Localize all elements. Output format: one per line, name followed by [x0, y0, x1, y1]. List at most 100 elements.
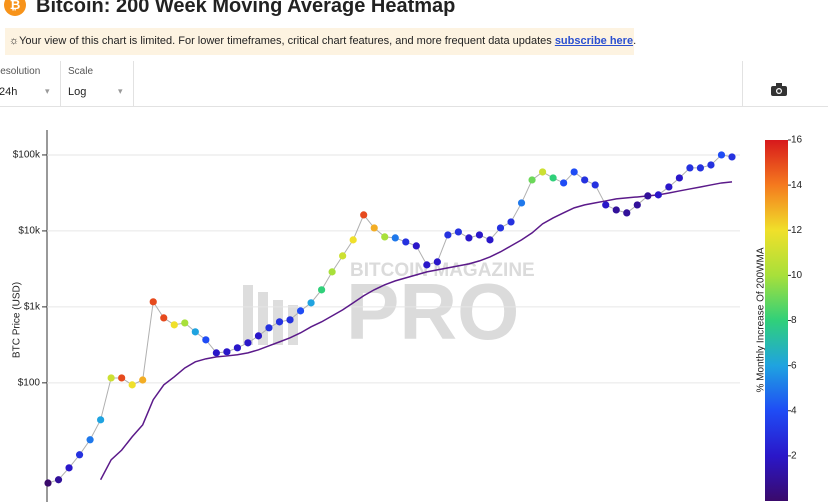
price-point: [360, 211, 368, 219]
price-point: [402, 238, 410, 246]
colorbar-title: % Monthly Increase Of 200WMA: [756, 247, 767, 392]
watermark-top: BITCOIN MAGAZINE: [350, 260, 535, 281]
price-point: [339, 252, 347, 260]
price-point: [97, 416, 105, 424]
price-point: [107, 374, 115, 382]
price-point: [549, 174, 557, 182]
scale-control[interactable]: Scale Log ▾: [61, 61, 134, 106]
price-point: [486, 236, 494, 244]
price-point: [412, 242, 420, 250]
colorbar-tick-label: 8: [791, 315, 797, 326]
price-point: [560, 179, 568, 187]
price-point: [475, 231, 484, 239]
price-point: [517, 199, 526, 207]
y-tick-label: $1k: [24, 302, 41, 313]
price-point: [75, 451, 84, 459]
colorbar-tick-label: 10: [791, 270, 803, 281]
price-point: [212, 349, 220, 357]
colorbar: [765, 140, 788, 501]
y-axis-title: BTC Price (USD): [12, 282, 23, 358]
price-point: [149, 298, 157, 306]
price-point: [170, 321, 178, 329]
colorbar-tick-label: 4: [791, 405, 797, 416]
price-point: [223, 348, 231, 356]
page-title: Bitcoin: 200 Week Moving Average Heatmap: [36, 0, 456, 17]
bitcoin-icon: ₿: [4, 0, 26, 16]
price-point: [44, 479, 52, 487]
price-point: [391, 234, 399, 242]
wma-line: [99, 181, 733, 481]
watermark: BITCOIN MAGAZINE PRO: [243, 260, 535, 356]
price-point: [686, 164, 694, 172]
notice-banner: ☼Your view of this chart is limited. For…: [5, 28, 637, 55]
price-point: [507, 218, 515, 226]
price-point: [381, 233, 389, 241]
colorbar-tick-label: 2: [791, 451, 797, 462]
price-point: [602, 201, 610, 209]
colorbar-tick-label: 16: [791, 135, 803, 146]
price-point: [538, 168, 547, 176]
price-point: [118, 374, 126, 382]
price-point: [275, 318, 284, 326]
colorbar-tick-label: 14: [791, 180, 803, 191]
price-point: [581, 176, 589, 184]
price-point: [349, 236, 357, 244]
price-point: [181, 319, 189, 327]
price-point: [433, 258, 441, 266]
price-point: [296, 307, 305, 315]
notice-text: ☼Your view of this chart is limited. For…: [9, 35, 552, 47]
watermark-bottom: PRO: [346, 267, 519, 356]
y-tick-label: $100k: [13, 150, 41, 161]
price-point: [160, 314, 168, 322]
y-tick-label: $10k: [18, 226, 41, 237]
price-point: [654, 191, 662, 199]
price-point: [191, 328, 199, 336]
price-point: [128, 381, 136, 389]
colorbar-tick-label: 12: [791, 225, 803, 236]
price-point: [623, 209, 631, 217]
control-value: 24h: [0, 86, 18, 98]
price-point: [318, 286, 326, 294]
price-point: [633, 201, 641, 209]
control-value: Log: [68, 86, 87, 98]
price-point: [307, 299, 315, 307]
price-point: [86, 436, 94, 444]
price-point: [233, 344, 242, 352]
price-point: [644, 192, 652, 200]
price-point: [570, 168, 578, 176]
colorbar-tick-label: 6: [791, 360, 797, 371]
price-point: [465, 234, 473, 242]
price-point: [675, 174, 683, 182]
price-point: [423, 261, 431, 269]
price-point: [265, 324, 273, 332]
price-point: [591, 181, 599, 189]
price-point: [444, 231, 452, 239]
y-tick-label: $100: [18, 377, 41, 388]
price-point: [665, 183, 673, 191]
price-point: [286, 316, 294, 324]
controls-bar: Resolution 24h ▾ Scale Log ▾: [0, 61, 828, 107]
price-point: [139, 376, 147, 384]
price-point: [54, 476, 63, 484]
price-point: [707, 161, 715, 169]
price-point: [717, 151, 726, 159]
price-point: [244, 339, 252, 347]
price-point: [370, 224, 378, 232]
price-point: [254, 332, 263, 340]
price-point: [65, 464, 73, 472]
price-point: [528, 176, 536, 184]
camera-button[interactable]: [771, 83, 787, 96]
price-point: [454, 228, 462, 236]
subscribe-link[interactable]: subscribe here: [554, 35, 634, 47]
price-point: [202, 336, 210, 344]
price-point: [612, 206, 620, 214]
price-point: [696, 164, 705, 172]
price-point: [328, 268, 336, 276]
notice-end: .: [633, 35, 637, 47]
control-label: Resolution: [0, 66, 41, 77]
price-point: [728, 153, 736, 161]
resolution-control[interactable]: Resolution 24h ▾: [0, 61, 61, 106]
price-point: [496, 224, 505, 232]
